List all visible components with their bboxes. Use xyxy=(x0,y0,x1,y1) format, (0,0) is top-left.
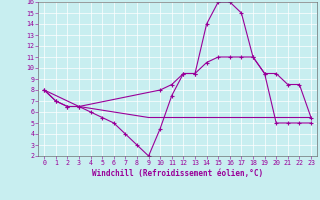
X-axis label: Windchill (Refroidissement éolien,°C): Windchill (Refroidissement éolien,°C) xyxy=(92,169,263,178)
